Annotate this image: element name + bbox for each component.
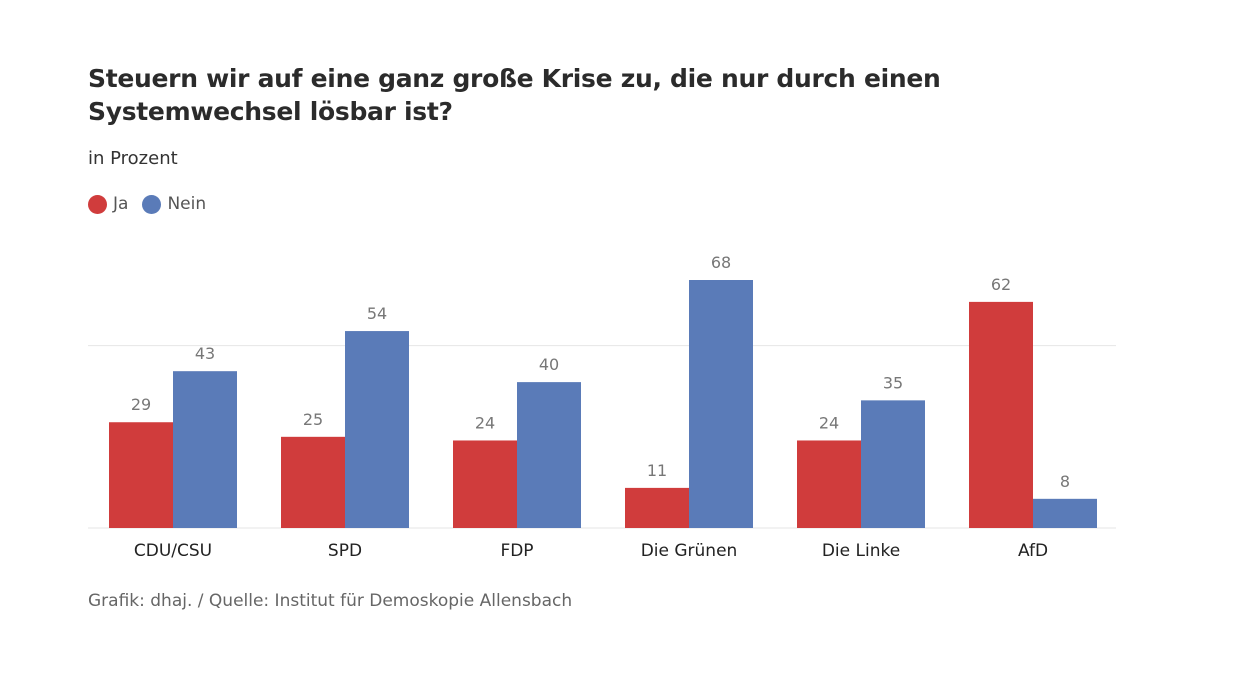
bar-ja — [797, 440, 861, 528]
x-tick-label: CDU/CSU — [134, 541, 212, 561]
data-label: 62 — [991, 275, 1011, 294]
bar-ja — [969, 301, 1033, 528]
data-label: 40 — [539, 355, 559, 374]
legend-swatch-ja — [88, 194, 107, 214]
bar-nein — [1033, 498, 1097, 528]
legend-label-ja: Ja — [113, 194, 129, 214]
bar-nein — [173, 371, 237, 528]
chart-title: Steuern wir auf eine ganz große Krise zu… — [88, 64, 941, 126]
legend-swatch-nein — [142, 194, 162, 214]
data-label: 24 — [475, 413, 495, 432]
x-tick-label: SPD — [328, 541, 362, 561]
x-tick-label: Die Grünen — [641, 541, 738, 561]
x-tick-label: Die Linke — [822, 541, 900, 561]
data-label: 35 — [883, 373, 903, 392]
bar-ja — [453, 440, 517, 528]
data-label: 24 — [819, 413, 839, 432]
legend: Ja Nein — [88, 194, 220, 214]
source-note: Grafik: dhaj. / Quelle: Institut für Dem… — [88, 591, 573, 611]
data-label: 54 — [367, 304, 387, 323]
legend-item-nein[interactable]: Nein — [142, 194, 206, 214]
bar-ja — [109, 422, 173, 528]
bar-ja — [281, 436, 345, 528]
legend-label-nein: Nein — [167, 194, 207, 214]
legend-item-ja[interactable]: Ja — [88, 194, 128, 214]
bar-nein — [861, 400, 925, 528]
x-tick-label: FDP — [500, 541, 533, 561]
data-label: 29 — [131, 395, 151, 414]
bar-nein — [517, 382, 581, 528]
data-label: 25 — [303, 410, 323, 429]
data-label: 68 — [711, 253, 731, 272]
bar-nein — [345, 331, 409, 528]
x-tick-label: AfD — [1018, 541, 1048, 561]
data-label: 8 — [1060, 472, 1070, 491]
bar-ja — [625, 487, 689, 528]
bar-nein — [689, 280, 753, 528]
chart-subtitle: in Prozent — [88, 148, 178, 169]
data-label: 11 — [647, 461, 667, 480]
data-label: 43 — [195, 344, 215, 363]
